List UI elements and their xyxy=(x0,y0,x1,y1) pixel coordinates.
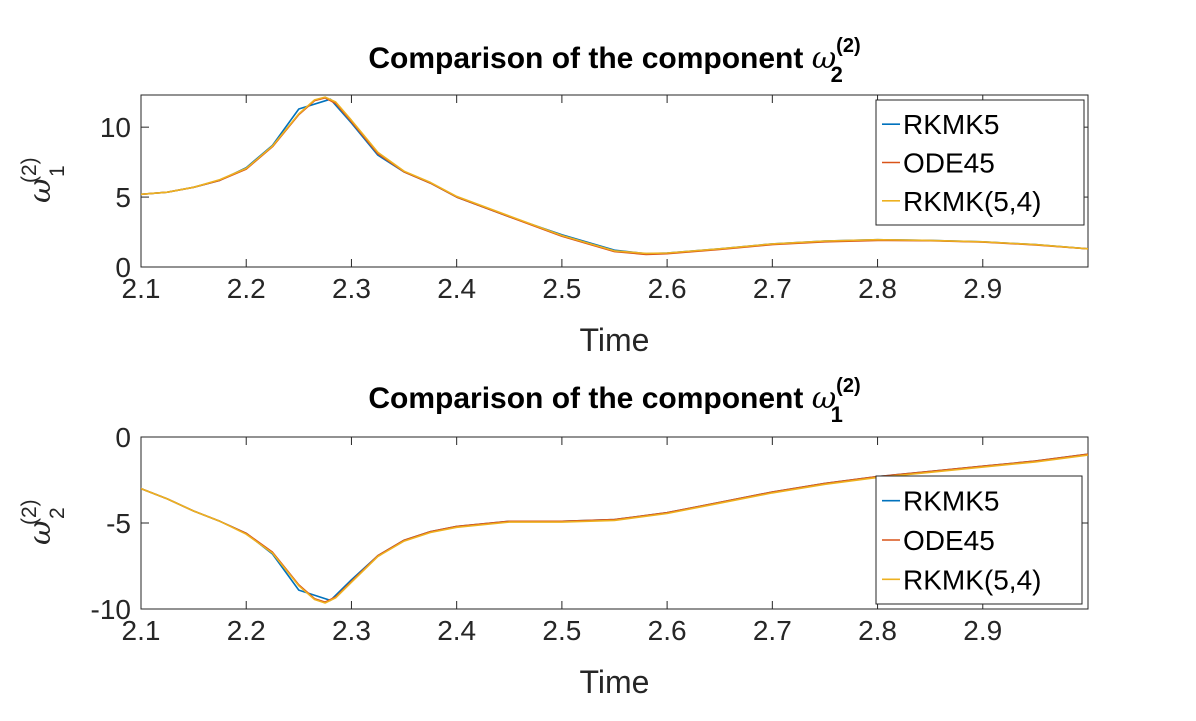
y-axis-label: ω(2) 2 xyxy=(18,499,69,545)
chart-2: Comparison of the component ω(2) 12.1 2.2 2… xyxy=(18,375,1089,700)
chart-1: Comparison of the component ω(2) 22.1 2.2 2… xyxy=(18,35,1089,358)
x-tick-label: 2.4 xyxy=(437,615,476,646)
legend-label: RKMK(5,4) xyxy=(903,564,1041,595)
y-tick-label: 10 xyxy=(100,112,131,143)
y-axis-symbol: ω xyxy=(23,521,58,545)
series-line-rkmk-5-4- xyxy=(141,96,1088,255)
legend-label: RKMK5 xyxy=(903,486,999,517)
x-tick-label: 2.6 xyxy=(648,615,687,646)
y-axis-subscript: 2 xyxy=(46,507,69,519)
legend: RKMK5 ODE45 RKMK(5,4) xyxy=(875,99,1085,226)
legend-box xyxy=(875,475,1083,605)
title-symbol: ω xyxy=(812,41,836,76)
x-tick-label: 2.8 xyxy=(858,615,897,646)
y-tick-label: -10 xyxy=(91,594,131,625)
x-tick-label: 2.3 xyxy=(332,615,371,646)
y-axis-subscript: 1 xyxy=(46,165,69,177)
title-text: Comparison of the component xyxy=(368,42,811,75)
axes-box xyxy=(140,94,1089,268)
legend-label: RKMK5 xyxy=(903,109,999,140)
legend-label: ODE45 xyxy=(903,148,995,179)
x-tick-label: 2.9 xyxy=(963,615,1002,646)
x-axis-label: Time xyxy=(580,322,650,358)
x-tick-label: 2.2 xyxy=(227,273,266,304)
y-axis-superscript: (2) xyxy=(18,157,41,183)
title-subscript: 1 xyxy=(831,402,843,427)
title-subscript: 2 xyxy=(831,62,843,87)
y-tick-label: 0 xyxy=(115,252,131,283)
x-tick-label: 2.4 xyxy=(437,273,476,304)
x-tick-label: 2.6 xyxy=(648,273,687,304)
x-tick-label: 2.7 xyxy=(753,615,792,646)
title-superscript: (2) xyxy=(836,35,860,57)
y-axis-superscript: (2) xyxy=(18,499,41,525)
x-tick-label: 2.7 xyxy=(753,273,792,304)
legend-label: RKMK(5,4) xyxy=(903,186,1041,217)
x-tick-label: 2.5 xyxy=(542,615,581,646)
legend-box xyxy=(875,99,1085,226)
title-symbol: ω xyxy=(812,381,836,416)
title-superscript: (2) xyxy=(836,375,860,397)
y-axis-label: ω(2) 1 xyxy=(18,157,69,203)
x-tick-label: 2.8 xyxy=(858,273,897,304)
x-tick-label: 2.2 xyxy=(227,615,266,646)
y-tick-label: -5 xyxy=(106,508,131,539)
x-tick-label: 2.3 xyxy=(332,273,371,304)
chart-title: Comparison of the component ω(2) 2 xyxy=(368,35,860,87)
series-lines xyxy=(141,96,1088,256)
legend: RKMK5 ODE45 RKMK(5,4) xyxy=(875,475,1083,605)
x-axis-label: Time xyxy=(580,664,650,700)
x-tick-label: 2.1 xyxy=(122,615,161,646)
x-tick-label: 2.5 xyxy=(542,273,581,304)
title-text: Comparison of the component xyxy=(368,382,811,415)
x-tick-label: 2.1 xyxy=(122,273,161,304)
x-tick-label: 2.9 xyxy=(963,273,1002,304)
y-tick-label: 5 xyxy=(115,182,131,213)
y-axis-symbol: ω xyxy=(23,179,58,203)
chart-title: Comparison of the component ω(2) 1 xyxy=(368,375,860,427)
y-tick-label: 0 xyxy=(115,422,131,453)
legend-label: ODE45 xyxy=(903,525,995,556)
series-line-rkmk-5-4- xyxy=(141,454,1088,604)
